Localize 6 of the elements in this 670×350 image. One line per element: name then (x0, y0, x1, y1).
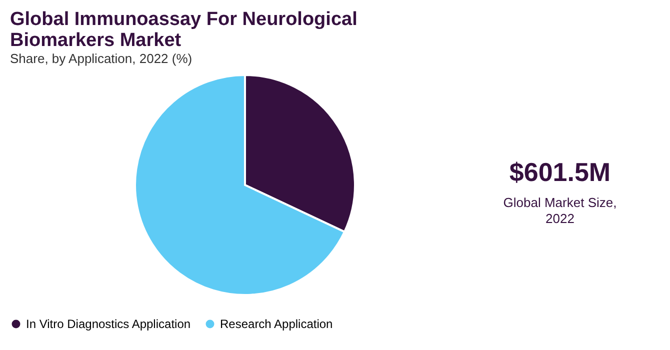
text: $601.5M (509, 157, 611, 187)
legend-label: In Vitro Diagnostics Application (26, 317, 191, 331)
legend-label: Research Application (220, 317, 333, 331)
chart-title: Global Immunoassay For Neurological Biomarkers Market (10, 9, 358, 51)
text: Global Market Size, 2022 (503, 195, 617, 226)
chart-subtitle: Share, by Application, 2022 (%) (10, 51, 192, 66)
